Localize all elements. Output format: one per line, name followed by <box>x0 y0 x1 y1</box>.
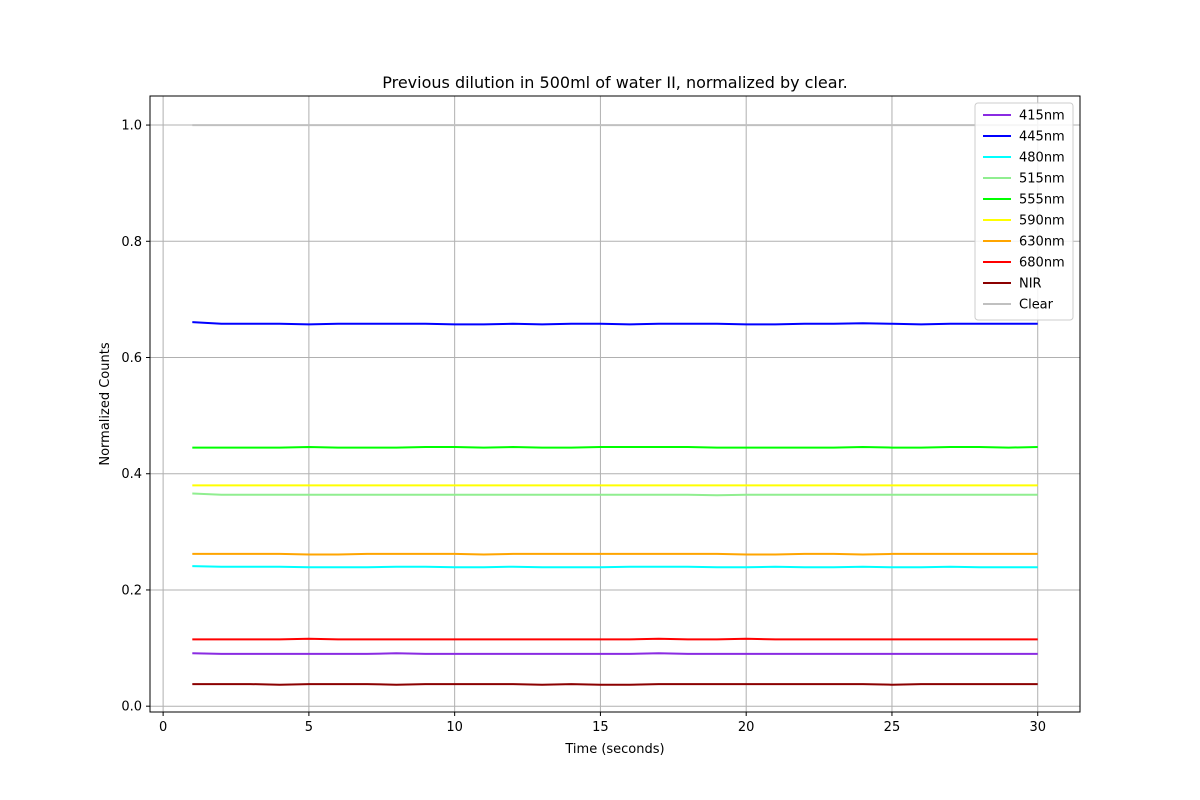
x-tick-label: 0 <box>159 720 167 735</box>
legend-label-590nm: 590nm <box>1019 214 1065 229</box>
y-tick-label: 0.8 <box>121 235 142 250</box>
series-line-480nm <box>192 565 1038 569</box>
y-tick-label: 0.0 <box>121 700 142 715</box>
series-line-515nm <box>192 492 1038 497</box>
y-axis-label: Normalized Counts <box>98 342 113 465</box>
chart-title: Previous dilution in 500ml of water II, … <box>382 73 848 92</box>
legend: 415nm 445nm 480nm 515nm 555nm 590nm 630nm 680nm… <box>974 102 1074 321</box>
grid-lines <box>150 96 1080 712</box>
series-line-nir <box>192 683 1038 686</box>
series-line-555nm <box>192 446 1038 449</box>
legend-label-555nm: 555nm <box>1019 193 1065 208</box>
legend-label-680nm: 680nm <box>1019 256 1065 271</box>
x-tick-label: 5 <box>305 720 313 735</box>
y-tick-label: 0.6 <box>121 351 142 366</box>
legend-label-445nm: 445nm <box>1019 130 1065 145</box>
legend-label-clear: Clear <box>1019 298 1054 313</box>
x-tick-label: 10 <box>446 720 463 735</box>
series-lines <box>192 124 1038 686</box>
x-axis-ticks: 0 5 10 15 20 25 30 <box>159 712 1046 735</box>
y-tick-label: 0.2 <box>121 583 142 598</box>
plot-frame <box>149 95 1081 713</box>
legend-label-480nm: 480nm <box>1019 151 1065 166</box>
x-tick-label: 25 <box>884 720 901 735</box>
legend-label-515nm: 515nm <box>1019 172 1065 187</box>
y-axis-ticks: 0.0 0.2 0.4 0.6 0.8 1.0 <box>121 119 150 715</box>
x-axis-label: Time (seconds) <box>564 742 664 757</box>
x-tick-label: 30 <box>1029 720 1046 735</box>
x-tick-label: 20 <box>738 720 755 735</box>
series-line-630nm <box>192 552 1038 556</box>
legend-label-630nm: 630nm <box>1019 235 1065 250</box>
y-tick-label: 1.0 <box>121 119 142 134</box>
legend-label-nir: NIR <box>1019 277 1042 292</box>
legend-label-415nm: 415nm <box>1019 109 1065 124</box>
y-tick-label: 0.4 <box>121 467 142 482</box>
series-line-680nm <box>192 637 1038 641</box>
series-line-445nm <box>192 321 1038 326</box>
series-line-415nm <box>192 652 1038 655</box>
x-tick-label: 15 <box>592 720 609 735</box>
